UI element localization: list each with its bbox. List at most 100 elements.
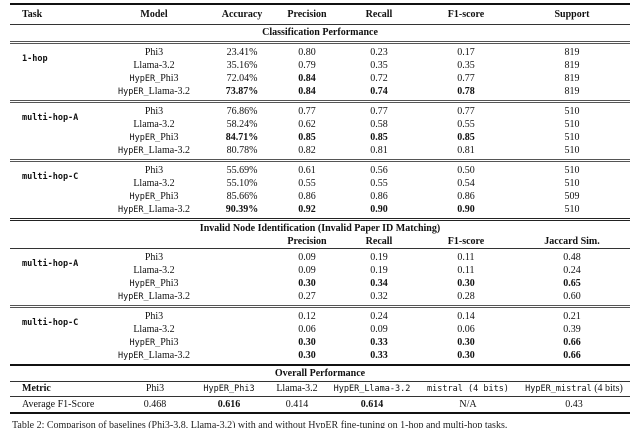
recall-value: 0.19: [370, 252, 388, 263]
precision-value: 0.80: [298, 47, 316, 58]
jaccard-value: 0.66: [563, 337, 581, 348]
f1-value: 0.35: [457, 60, 475, 71]
jaccard-value: 0.21: [563, 311, 581, 322]
task-label: multi-hop-A: [22, 113, 79, 123]
avg-f1-label: Average F1-Score: [22, 398, 95, 410]
bottom-rule: [10, 412, 630, 414]
recall-value: 0.86: [370, 191, 388, 202]
precision-value: 0.82: [298, 145, 316, 156]
accuracy-value: 84.71%: [225, 132, 259, 143]
precision-value: 0.62: [298, 119, 316, 130]
task-label: multi-hop-C: [22, 172, 79, 182]
precision-value: 0.09: [298, 265, 316, 276]
header-model: Model: [140, 9, 168, 20]
overall-col-llama: Llama-3.2: [276, 383, 318, 394]
recall-value: 0.33: [370, 337, 388, 348]
recall-value: 0.19: [370, 265, 388, 276]
divider: [10, 24, 630, 25]
jaccard-value: 0.39: [563, 324, 581, 335]
support-value: 510: [564, 145, 580, 156]
model-name: HypER_Llama-3.2: [117, 203, 191, 215]
table-header-row: Task Model Accuracy Precision Recall F1-…: [10, 5, 630, 24]
accuracy-value: 55.69%: [226, 165, 258, 176]
support-value: 510: [564, 178, 580, 189]
model-name: HypER_Phi3: [129, 131, 179, 143]
divider: [10, 396, 630, 397]
avg-f1-hyper-llama: 0.614: [360, 398, 384, 410]
jaccard-value: 0.65: [563, 278, 581, 289]
support-value: 510: [564, 132, 580, 143]
overall-col-hyper-mistral: HypER_mistral (4 bits): [525, 383, 623, 394]
f1-value: 0.30: [457, 350, 475, 361]
jaccard-value: 0.66: [563, 350, 581, 361]
accuracy-value: 90.39%: [225, 204, 259, 215]
divider: [10, 364, 630, 366]
recall-value: 0.56: [370, 165, 388, 176]
precision-value: 0.79: [298, 60, 316, 71]
recall-value: 0.34: [370, 278, 388, 289]
model-name: HypER_Phi3: [129, 72, 179, 84]
support-value: 510: [564, 204, 580, 215]
avg-f1-phi3: 0.468: [143, 398, 167, 410]
header-accuracy: Accuracy: [221, 9, 263, 20]
precision-value: 0.30: [298, 350, 316, 361]
subheader-precision: Precision: [287, 236, 327, 247]
metric-header: Metric: [22, 383, 51, 394]
support-value: 510: [564, 119, 580, 130]
recall-value: 0.90: [370, 204, 388, 215]
f1-value: 0.77: [457, 73, 475, 84]
overall-col-phi3: Phi3: [145, 383, 165, 394]
model-name: Phi3: [144, 164, 164, 176]
f1-value: 0.11: [457, 265, 475, 276]
classification-section-title: Classification Performance: [262, 27, 378, 38]
average-f1-row: Average F1-Score 0.468 0.616 0.414 0.614…: [10, 397, 630, 412]
model-name: Llama-3.2: [133, 118, 175, 130]
divider: [10, 159, 630, 162]
f1-value: 0.50: [457, 165, 475, 176]
precision-value: 0.55: [298, 178, 316, 189]
accuracy-value: 73.87%: [225, 86, 259, 97]
accuracy-value: 55.10%: [226, 178, 258, 189]
accuracy-value: 35.16%: [226, 60, 258, 71]
header-precision: Precision: [287, 9, 327, 20]
f1-value: 0.86: [457, 191, 475, 202]
header-recall: Recall: [365, 9, 393, 20]
recall-value: 0.81: [370, 145, 388, 156]
model-name: HypER_Llama-3.2: [117, 349, 191, 361]
overall-col-mistral: mistral (4 bits): [427, 384, 509, 394]
precision-value: 0.92: [298, 204, 316, 215]
precision-value: 0.06: [298, 324, 316, 335]
precision-value: 0.09: [298, 252, 316, 263]
model-name: Llama-3.2: [133, 323, 175, 335]
precision-value: 0.27: [298, 291, 316, 302]
recall-value: 0.09: [370, 324, 388, 335]
divider: [10, 381, 630, 382]
overall-section-title: Overall Performance: [274, 368, 366, 379]
model-name: Llama-3.2: [133, 264, 175, 276]
model-name: Llama-3.2: [133, 59, 175, 71]
accuracy-value: 85.66%: [226, 191, 258, 202]
invalid-group-multihop-a: multi-hop-A Phi3 0.09 0.19 0.11 0.48 Lla…: [10, 249, 630, 305]
model-name: HypER_Phi3: [129, 277, 179, 289]
accuracy-value: 76.86%: [226, 106, 258, 117]
divider: [10, 100, 630, 103]
precision-value: 0.30: [298, 337, 316, 348]
support-value: 510: [564, 165, 580, 176]
recall-value: 0.55: [370, 178, 388, 189]
overall-col-hyper-llama: HypER_Llama-3.2: [333, 384, 411, 394]
model-name: HypER_Phi3: [129, 336, 179, 348]
model-name: Phi3: [144, 310, 164, 322]
precision-value: 0.12: [298, 311, 316, 322]
f1-value: 0.55: [457, 119, 475, 130]
f1-value: 0.30: [457, 337, 475, 348]
precision-value: 0.85: [298, 132, 316, 143]
f1-value: 0.85: [457, 132, 475, 143]
f1-value: 0.06: [457, 324, 475, 335]
recall-value: 0.85: [370, 132, 388, 143]
overall-header-row: Metric Phi3 HypER_Phi3 Llama-3.2 HypER_L…: [10, 382, 630, 396]
avg-f1-mistral: N/A: [459, 398, 477, 410]
table-caption: Table 2: Comparison of baselines (Phi3-3…: [12, 420, 508, 428]
f1-value: 0.90: [457, 204, 475, 215]
